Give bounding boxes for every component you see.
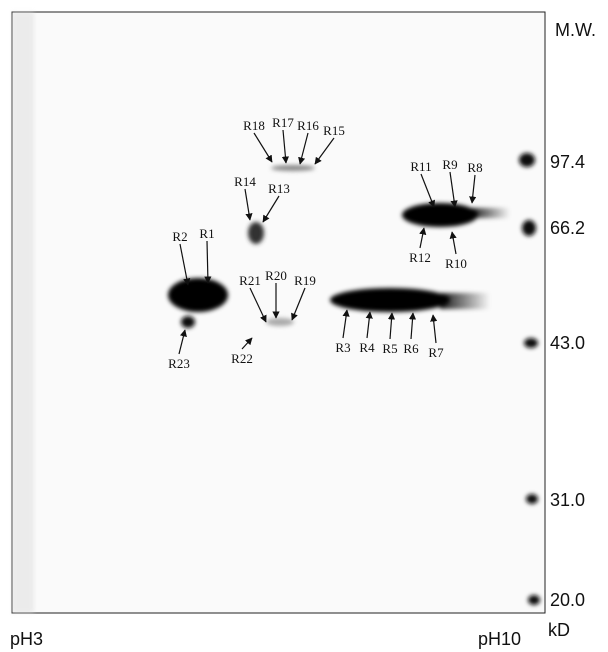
spot-label: R3 — [335, 340, 350, 355]
unit-label: kD — [548, 620, 570, 640]
mw-marker: 66.2 — [550, 218, 585, 238]
spot-label: R4 — [359, 340, 375, 355]
mw-header: M.W. — [555, 20, 596, 40]
gel-edge — [12, 12, 34, 613]
spot-label: R19 — [294, 273, 316, 288]
spot-label: R17 — [272, 115, 294, 130]
spot-label: R1 — [199, 226, 214, 241]
gel-figure: M.W. pH3 pH10 kD 97.4 66.2 43.0 31.0 20.0 R1 R… — [0, 0, 608, 652]
ph-right: pH10 — [478, 629, 521, 649]
spot-label: R15 — [323, 123, 345, 138]
mw-marker: 31.0 — [550, 490, 585, 510]
spot-label: R11 — [410, 159, 431, 174]
spot-label: R16 — [297, 118, 319, 133]
spot-label: R2 — [172, 229, 187, 244]
spot-label: R22 — [231, 351, 253, 366]
spot-label: R7 — [428, 345, 444, 360]
spot-label: R10 — [445, 256, 467, 271]
gel-frame — [12, 12, 545, 613]
mw-marker: 97.4 — [550, 152, 585, 172]
spot-label: R20 — [265, 268, 287, 283]
spot-label: R5 — [382, 341, 397, 356]
spot-label: R18 — [243, 118, 265, 133]
spot-label: R8 — [467, 160, 482, 175]
mw-marker: 43.0 — [550, 333, 585, 353]
ph-left: pH3 — [10, 629, 43, 649]
spot-label: R14 — [234, 174, 256, 189]
spot-label: R21 — [239, 273, 261, 288]
spot-label: R23 — [168, 356, 190, 371]
spot-label: R12 — [409, 250, 431, 265]
mw-marker: 20.0 — [550, 590, 585, 610]
spot-label: R9 — [442, 157, 457, 172]
spot-label: R13 — [268, 181, 290, 196]
spot-label: R6 — [403, 341, 419, 356]
